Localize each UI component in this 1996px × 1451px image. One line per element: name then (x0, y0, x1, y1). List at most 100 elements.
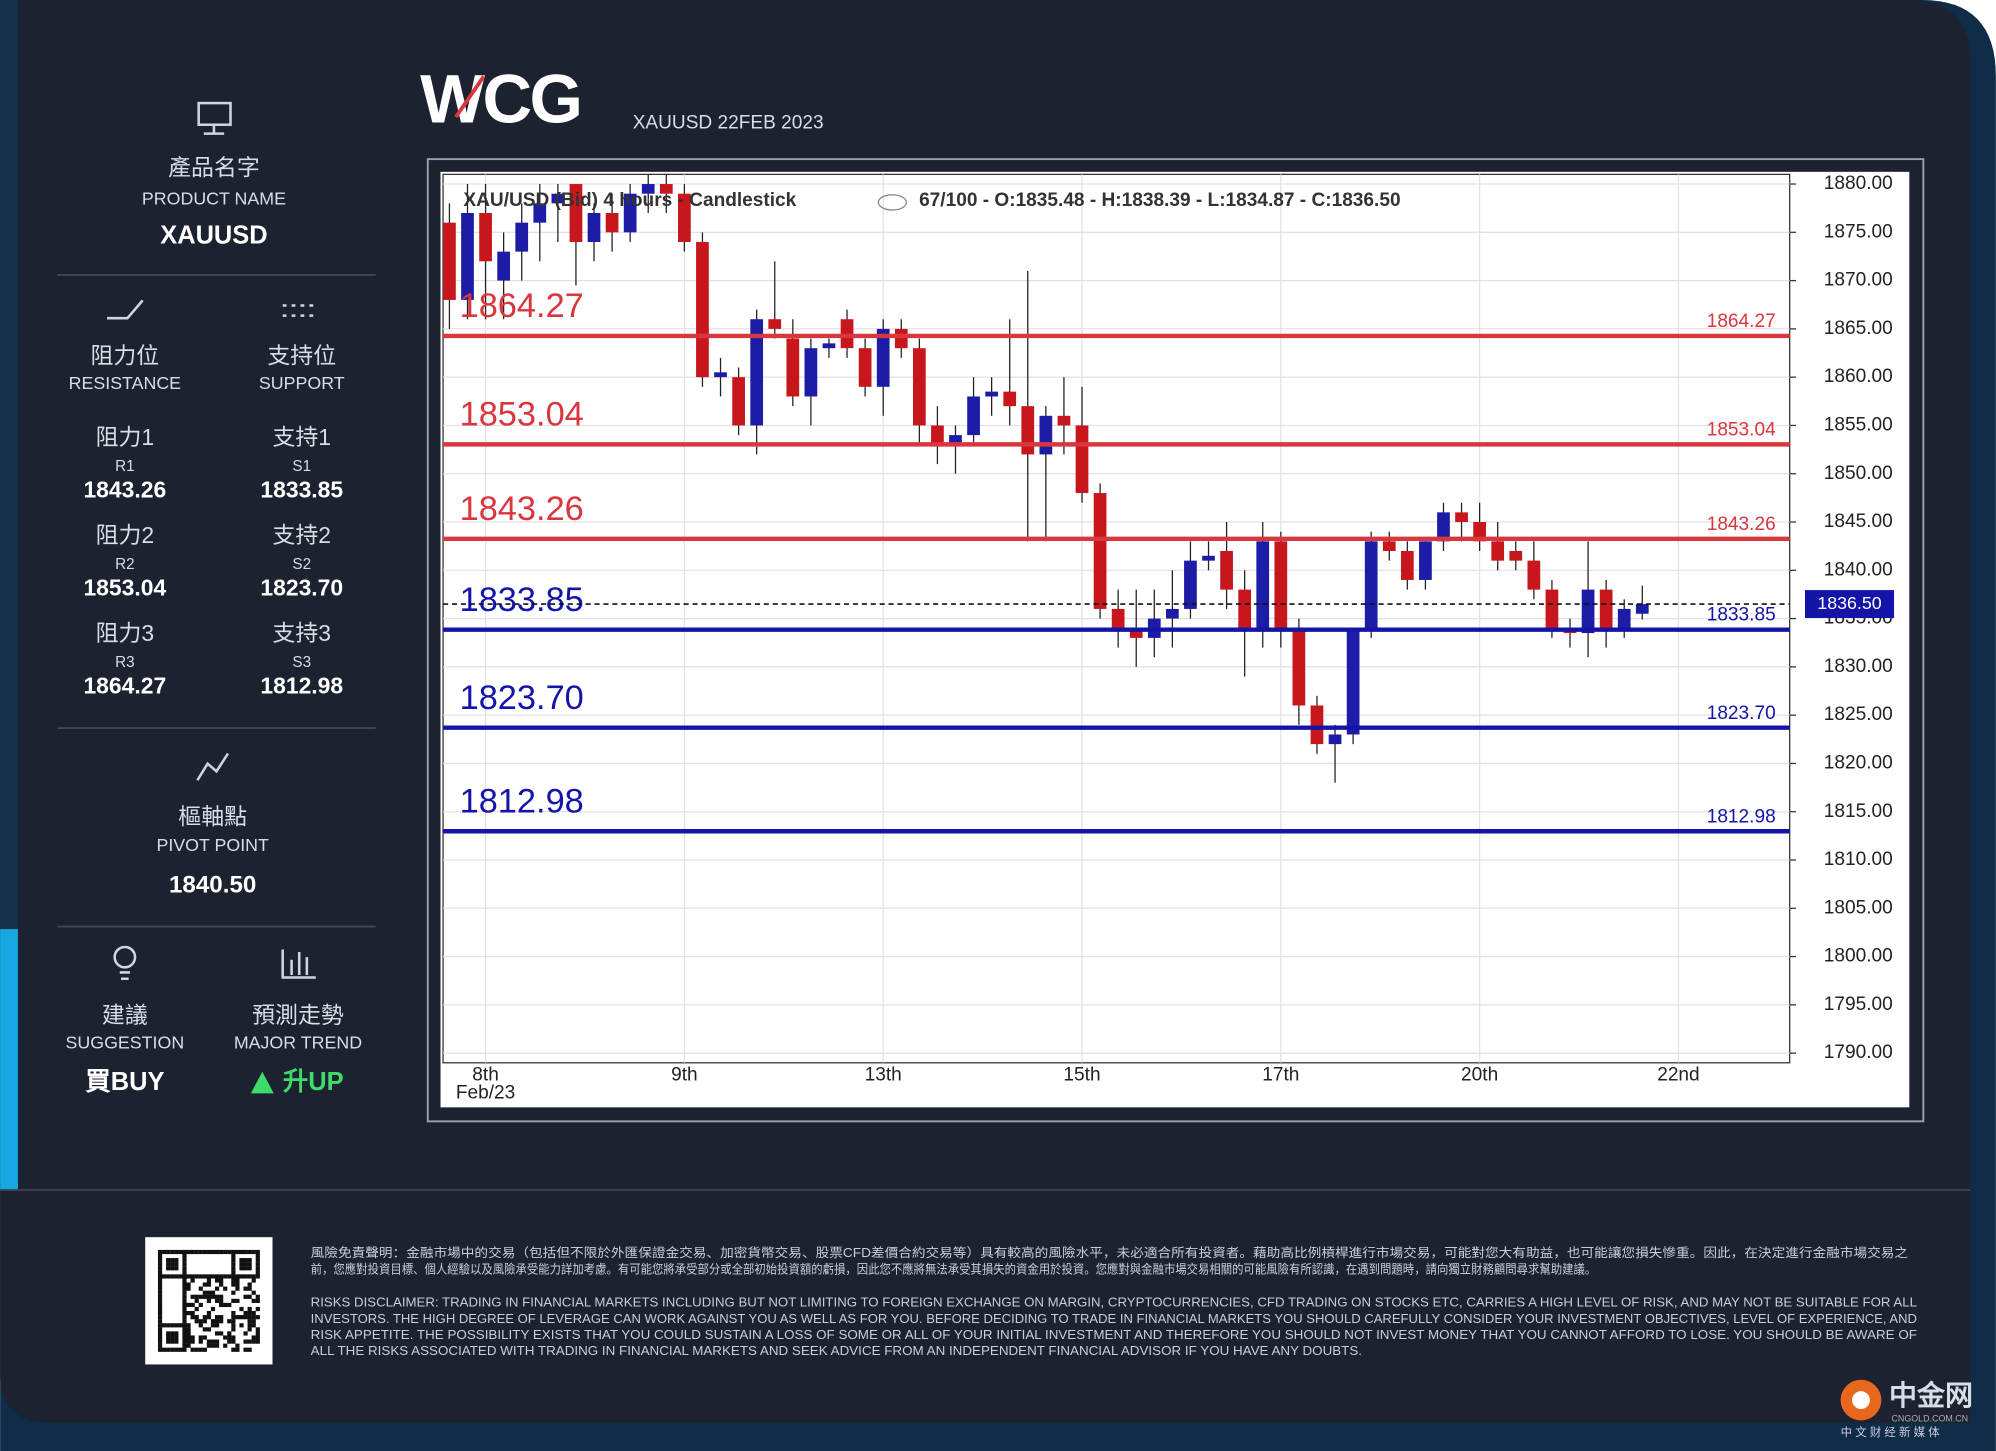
qr-module (202, 1347, 207, 1352)
qr-module (182, 1323, 187, 1328)
qr-module (210, 1323, 216, 1328)
qr-module (243, 1258, 248, 1263)
qr-module (210, 1343, 216, 1348)
qr-module (190, 1278, 195, 1283)
chart-bg (440, 171, 1910, 1108)
candle-body (1057, 415, 1071, 426)
qr-module (157, 1306, 163, 1312)
qr-module (182, 1274, 187, 1279)
qr-module (182, 1339, 187, 1344)
qr-module (186, 1286, 191, 1291)
candle-body (912, 348, 926, 426)
candle-body (1545, 589, 1559, 629)
level-label-right: 1843.26 (1707, 514, 1776, 535)
qr-module (243, 1274, 248, 1279)
pivot-value: 1840.50 (169, 871, 256, 898)
qr-module (194, 1298, 199, 1303)
candle-body (1274, 541, 1288, 629)
candle-body (1238, 589, 1252, 629)
qr-module (239, 1306, 244, 1312)
qr-module (182, 1286, 187, 1291)
qr-module (182, 1319, 187, 1324)
qr-module (182, 1282, 187, 1287)
qr-module (235, 1249, 240, 1255)
qr-module (219, 1302, 224, 1308)
edge (0, 0, 18, 1191)
last-price-tag (1804, 590, 1895, 619)
qr-module (182, 1327, 187, 1332)
qr-module (202, 1327, 207, 1332)
qr-module (157, 1302, 163, 1308)
suggestion-label-zh: 建議 (102, 1002, 148, 1028)
qr-module (190, 1347, 195, 1352)
disclaimer-en: INVESTORS. THE HIGH DEGREE OF LEVERAGE C… (311, 1311, 1917, 1326)
candle-body (1256, 541, 1270, 629)
qr-module (255, 1258, 260, 1263)
qr-module (182, 1306, 187, 1312)
candle-body (1473, 522, 1486, 542)
qr-module (243, 1249, 248, 1255)
qr-module (182, 1249, 187, 1255)
edge-accent (0, 929, 18, 1191)
qr-module (206, 1298, 212, 1303)
qr-module (251, 1310, 256, 1316)
qr-module (178, 1347, 183, 1352)
candle-body (587, 213, 601, 242)
qr-module (166, 1262, 171, 1267)
candle-body (605, 213, 619, 233)
qr-module (251, 1249, 256, 1255)
trend-value: 升UP (283, 1068, 344, 1096)
watermark-domain: CNGOLD.COM.CN (1892, 1414, 1969, 1424)
y-tick-label: 1845.00 (1824, 511, 1893, 532)
qr-module (198, 1335, 203, 1340)
qr-module (190, 1302, 195, 1308)
qr-module (235, 1298, 240, 1303)
qr-module (251, 1274, 256, 1279)
qr-module (231, 1310, 236, 1316)
qr-module (182, 1335, 187, 1340)
logo: WCG (420, 61, 580, 138)
qr-module (190, 1315, 195, 1320)
qr-module (255, 1249, 260, 1255)
x-tick-label: 9th (671, 1065, 698, 1086)
qr-module (186, 1310, 191, 1316)
x-tick-label: 13th (865, 1065, 902, 1086)
qr-module (219, 1315, 224, 1320)
qr-module (247, 1319, 252, 1324)
bulb-icon (113, 945, 137, 969)
qr-module (223, 1274, 228, 1279)
qr-module (206, 1327, 212, 1332)
qr-module (214, 1286, 220, 1291)
candle-body (1491, 541, 1505, 561)
y-tick-label: 1805.00 (1824, 897, 1893, 918)
candle-body (1202, 555, 1215, 561)
candle-body (1093, 493, 1107, 609)
qr-module (231, 1339, 236, 1344)
qr-module (255, 1253, 260, 1259)
qr-module (247, 1323, 252, 1328)
qr-module (231, 1270, 236, 1275)
trend-icon (281, 949, 316, 979)
qr-module (247, 1282, 252, 1287)
candle-body (750, 319, 764, 426)
qr-module (186, 1282, 191, 1287)
candle-body (515, 222, 529, 252)
qr-module (214, 1278, 220, 1283)
monitor-stand (203, 124, 225, 135)
candle-body (1617, 608, 1631, 629)
qr-module (170, 1266, 175, 1271)
qr-module (231, 1278, 236, 1283)
disclaimer-en: ALL THE RISKS ASSOCIATED WITH TRADING IN… (311, 1343, 1362, 1358)
trend-arrow (250, 1071, 274, 1094)
candle-body (461, 213, 474, 300)
candle-body (1599, 589, 1613, 629)
y-tick-label: 1880.00 (1824, 173, 1893, 194)
qr-module (157, 1286, 163, 1291)
candle-body (696, 241, 709, 378)
candle-body (1328, 734, 1342, 745)
level-value: 1864.27 (83, 672, 166, 698)
qr-module (243, 1315, 248, 1320)
qr-module (243, 1331, 248, 1336)
qr-module (194, 1315, 199, 1320)
qr-module (198, 1249, 203, 1255)
